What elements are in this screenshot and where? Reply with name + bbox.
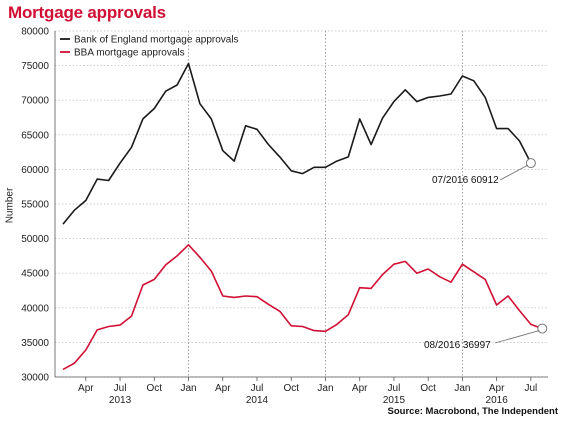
y-tick-label: 60000: [21, 165, 49, 176]
annotation-leader: [494, 330, 540, 344]
y-tick-label: 30000: [21, 373, 49, 384]
annotation-leader: [499, 164, 529, 181]
y-tick-label: 40000: [21, 303, 49, 314]
y-tick-label: 65000: [21, 130, 49, 141]
x-tick-label: Jan: [454, 383, 470, 394]
annotation-marker: [525, 158, 536, 169]
x-tick-label: Oct: [420, 383, 436, 394]
x-tick-label: Apr: [78, 383, 94, 394]
y-tick-label: 35000: [21, 338, 49, 349]
x-tick-label: Jul: [251, 383, 264, 394]
x-tick-label: Jul: [114, 383, 127, 394]
source-note: Source: Macrobond, The Independent: [387, 406, 558, 417]
legend-label: BBA mortgage approvals: [74, 48, 185, 59]
y-tick-label: 75000: [21, 61, 49, 72]
x-tick-label: Jul: [524, 383, 537, 394]
x-tick-label: Oct: [147, 383, 163, 394]
x-year-label: 2015: [383, 395, 406, 406]
x-year-label: 2013: [109, 395, 132, 406]
x-tick-label: Apr: [215, 383, 231, 394]
x-tick-label: Jan: [180, 383, 196, 394]
series-line-bba: [62, 244, 543, 371]
y-tick-label: 45000: [21, 269, 49, 280]
x-tick-label: Jul: [388, 383, 401, 394]
x-year-label: 2014: [246, 395, 269, 406]
annotation-label: 07/2016 60912: [432, 175, 499, 186]
x-year-label: 2016: [486, 395, 509, 406]
annotation-marker: [537, 323, 548, 334]
y-tick-label: 80000: [21, 27, 49, 38]
annotation-label: 08/2016 36997: [424, 340, 491, 351]
x-tick-label: Apr: [489, 383, 505, 394]
y-tick-label: 50000: [21, 234, 49, 245]
y-tick-label: 70000: [21, 96, 49, 107]
legend-label: Bank of England mortgage approvals: [74, 35, 239, 46]
x-tick-label: Jan: [317, 383, 333, 394]
series-line-boe: [62, 62, 532, 225]
x-tick-label: Oct: [283, 383, 299, 394]
chart-title: Mortgage approvals: [8, 3, 166, 22]
y-tick-label: 55000: [21, 200, 49, 211]
x-tick-label: Apr: [352, 383, 368, 394]
